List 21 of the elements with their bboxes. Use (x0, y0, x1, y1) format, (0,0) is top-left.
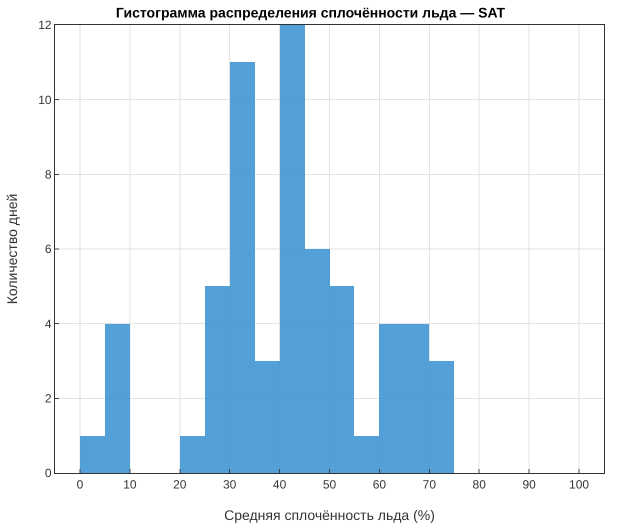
chart-title: Гистограмма распределения сплочённости льда — SAT (116, 4, 506, 21)
y-tick-label: 4 (44, 316, 52, 331)
y-axis-title: Количество дней (4, 194, 20, 304)
x-tick-label: 40 (272, 477, 287, 492)
x-axis-title: Средняя сплочённость льда (%) (224, 507, 435, 523)
y-tick-label: 6 (44, 242, 52, 256)
y-tick-label: 0 (44, 466, 52, 480)
x-tick-label: 100 (569, 477, 590, 492)
x-tick-label: 20 (173, 477, 187, 492)
x-tick-label: 70 (422, 477, 436, 492)
x-tick-label: 50 (322, 477, 336, 492)
x-tick-label: 60 (372, 477, 386, 492)
y-tick-label: 10 (38, 92, 52, 107)
x-tick-label: 10 (123, 477, 137, 492)
x-tick-label: 80 (472, 477, 486, 492)
x-tick-label: 90 (522, 477, 536, 492)
y-tick-label: 12 (38, 18, 52, 32)
x-tick-label: 30 (223, 477, 237, 492)
y-tick-label: 8 (44, 168, 52, 182)
x-tick-label: 0 (76, 477, 84, 492)
y-tick-label: 2 (44, 392, 52, 406)
